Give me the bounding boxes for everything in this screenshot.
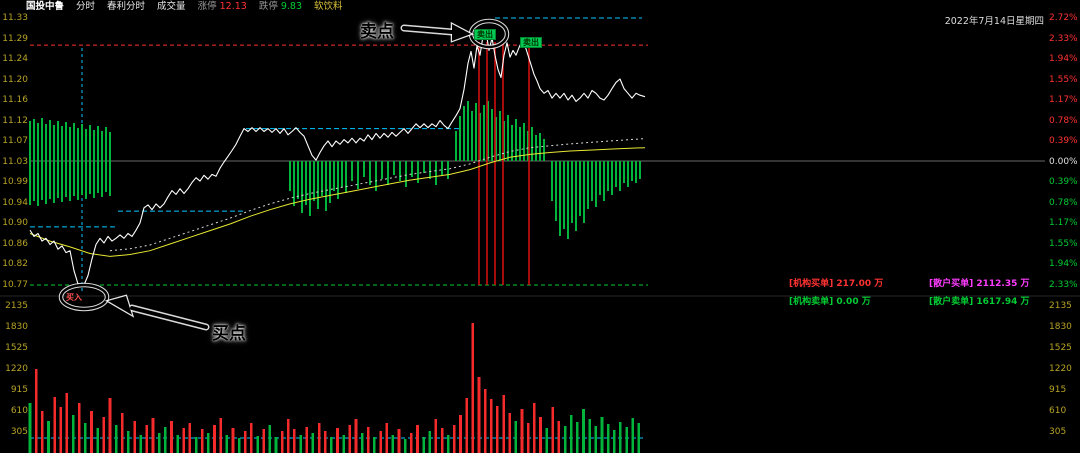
- limit-up-label: 涨停: [197, 1, 217, 12]
- retail-sell-stat: [散户卖单] 1617.94 万: [929, 294, 1030, 307]
- volume-indicator-label[interactable]: 成交量: [157, 1, 186, 12]
- date-label: 2022年7月14日星期四: [944, 16, 1044, 27]
- retail-buy-label: [散户买单]: [929, 279, 974, 289]
- industry-label[interactable]: 软饮料: [314, 1, 343, 12]
- limit-down-label: 跌停: [258, 1, 278, 12]
- buy-signal-marker: 买入: [66, 293, 82, 302]
- institution-buy-stat: [机构买单] 217.00 万: [789, 276, 883, 289]
- sell-point-annotation: 卖点: [360, 22, 394, 42]
- limit-down-group: 跌停 9.83: [259, 1, 302, 13]
- buy-point-annotation: 买点: [212, 324, 246, 344]
- retail-sell-value: 1617.94 万: [976, 297, 1030, 307]
- chart-header: 国投中鲁 分时 春利分时 成交量 涨停 12.13 跌停 9.83 软饮料: [26, 1, 343, 13]
- sell-signal-marker-2: 卖出: [520, 37, 542, 48]
- indicator-name[interactable]: 春利分时: [107, 1, 146, 12]
- retail-buy-value: 2112.35 万: [976, 279, 1030, 289]
- institution-sell-label: [机构卖单]: [789, 297, 834, 307]
- institution-buy-label: [机构买单]: [789, 279, 834, 289]
- institution-sell-stat: [机构卖单] 0.00 万: [789, 294, 871, 307]
- retail-buy-stat: [散户买单] 2112.35 万: [929, 276, 1030, 289]
- institution-buy-value: 217.00 万: [836, 279, 884, 289]
- limit-up-value: 12.13: [219, 1, 247, 12]
- institution-sell-value: 0.00 万: [836, 297, 871, 307]
- tab-intraday[interactable]: 分时: [76, 1, 96, 12]
- retail-sell-label: [散户卖单]: [929, 297, 974, 307]
- sell-signal-marker-1: 卖出: [474, 29, 496, 40]
- stock-name[interactable]: 国投中鲁: [26, 1, 65, 12]
- limit-down-value: 9.83: [280, 1, 303, 12]
- limit-up-group: 涨停 12.13: [198, 1, 247, 13]
